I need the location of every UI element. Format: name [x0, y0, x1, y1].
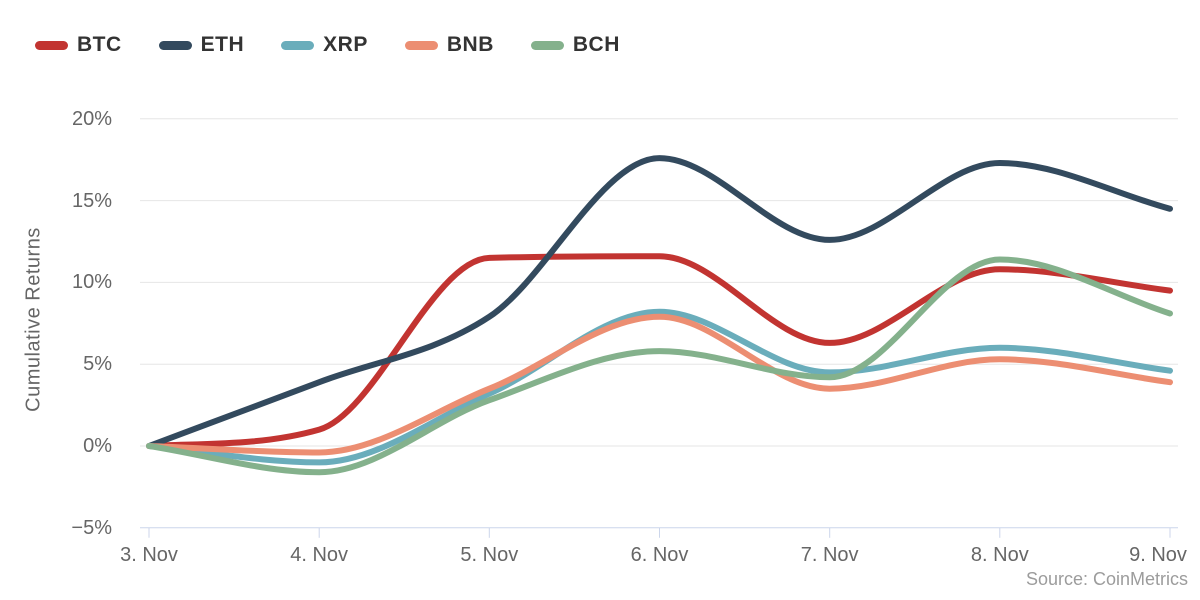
- legend-swatch-bch: [530, 40, 564, 50]
- y-tick-label: 5%: [83, 353, 112, 376]
- y-axis-title: Cumulative Returns: [22, 227, 45, 412]
- series-line-btc: [146, 253, 1173, 449]
- legend-label: BCH: [572, 33, 620, 56]
- legend: BTC ETH XRP BNB BCH: [35, 33, 620, 57]
- x-tick-label: 9. Nov: [1129, 544, 1187, 566]
- legend-item-bch[interactable]: BCH: [530, 33, 620, 57]
- legend-item-btc[interactable]: BTC: [35, 33, 122, 57]
- x-tick-label: 5. Nov: [460, 544, 519, 566]
- legend-swatch-eth: [158, 40, 192, 50]
- legend-label: ETH: [200, 33, 245, 56]
- legend-swatch-btc: [35, 40, 68, 50]
- series-line-bch: [146, 256, 1173, 476]
- y-tick-label: 0%: [83, 435, 112, 457]
- y-tick-label: 15%: [71, 189, 112, 212]
- source-credit: Source: CoinMetrics: [1025, 569, 1188, 589]
- y-tick-label: 20%: [71, 107, 112, 130]
- legend-item-bnb[interactable]: BNB: [404, 33, 494, 57]
- x-tick-label: 8. Nov: [970, 544, 1029, 566]
- x-tick-label: 6. Nov: [630, 544, 689, 566]
- series-line-bnb: [146, 313, 1173, 456]
- legend-swatch-bnb: [404, 40, 438, 50]
- series-line-eth: [146, 155, 1173, 449]
- x-tick-label: 4. Nov: [290, 544, 349, 566]
- y-tick-label: 10%: [71, 271, 112, 294]
- legend-label: BTC: [77, 33, 122, 56]
- legend-label: BNB: [446, 33, 494, 56]
- x-tick-label: 3. Nov: [120, 544, 178, 566]
- y-tick-label: −5%: [71, 516, 112, 539]
- series-line-xrp: [146, 308, 1173, 466]
- x-tick-label: 7. Nov: [800, 544, 859, 566]
- legend-item-xrp[interactable]: XRP: [281, 33, 368, 57]
- legend-swatch-xrp: [281, 40, 315, 50]
- legend-label: XRP: [323, 33, 368, 56]
- legend-item-eth[interactable]: ETH: [158, 33, 245, 57]
